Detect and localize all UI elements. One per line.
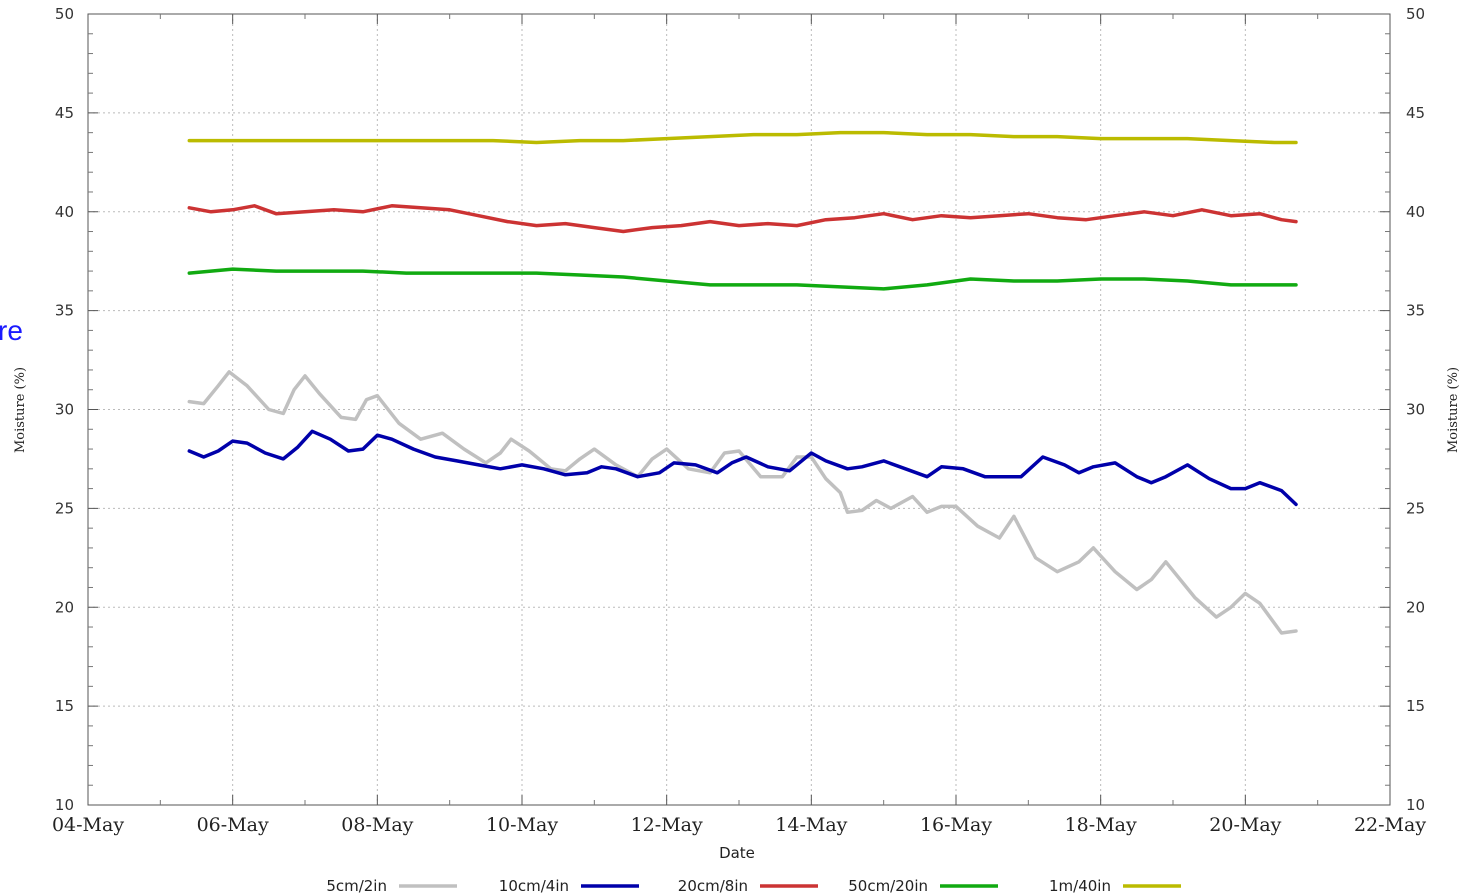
- y-tick-label-left: 30: [55, 401, 74, 419]
- y-tick-label-right: 15: [1406, 697, 1425, 715]
- y-tick-label-right: 30: [1406, 401, 1425, 419]
- series-group: [187, 130, 1298, 635]
- y-tick-label-left: 40: [55, 203, 74, 221]
- legend-label: 10cm/4in: [499, 877, 569, 895]
- y-tick-label-right: 45: [1406, 104, 1425, 122]
- y-tick-label-right: 10: [1406, 796, 1425, 814]
- x-tick-label: 10-May: [486, 814, 558, 836]
- y-tick-label-left: 45: [55, 104, 74, 122]
- y-axis-title-right: Moisture (%): [1446, 367, 1461, 453]
- x-tick-label: 16-May: [920, 814, 992, 836]
- x-tick-label: 12-May: [631, 814, 703, 836]
- y-tick-label-left: 35: [55, 302, 74, 320]
- y-tick-label-left: 10: [55, 796, 74, 814]
- legend: 5cm/2in 10cm/4in 20cm/8in 50cm/20in 1m/40in: [326, 877, 1181, 895]
- series-line-20cm-8in: [187, 204, 1298, 234]
- grid: [88, 14, 1390, 805]
- axis-ticks: 10 10 15 15 20 20 25 25 30 30 35 35 40 40 45 45 50 50 04-M…: [52, 5, 1426, 836]
- x-axis-title: Date: [719, 844, 755, 862]
- y-tick-label-right: 20: [1406, 598, 1425, 616]
- series-line-1m-40in: [187, 130, 1298, 145]
- legend-label: 50cm/20in: [848, 877, 928, 895]
- x-tick-label: 18-May: [1065, 814, 1137, 836]
- side-text-fragment: re: [0, 315, 23, 346]
- legend-label: 1m/40in: [1049, 877, 1111, 895]
- x-tick-label: 14-May: [775, 814, 847, 836]
- x-tick-label: 06-May: [197, 814, 269, 836]
- series-line-5cm-2in: [187, 370, 1298, 635]
- legend-label: 5cm/2in: [326, 877, 387, 895]
- x-tick-label: 08-May: [341, 814, 413, 836]
- series-line-50cm-20in: [187, 267, 1298, 291]
- y-tick-label-right: 40: [1406, 203, 1425, 221]
- y-tick-label-left: 15: [55, 697, 74, 715]
- y-tick-label-left: 20: [55, 598, 74, 616]
- y-tick-label-right: 50: [1406, 5, 1425, 23]
- x-tick-label: 04-May: [52, 814, 124, 836]
- x-tick-label: 20-May: [1209, 814, 1281, 836]
- y-axis-title-left: Moisture (%): [13, 367, 28, 453]
- x-tick-label: 22-May: [1354, 814, 1426, 836]
- legend-label: 20cm/8in: [678, 877, 748, 895]
- series-line-10cm-4in: [187, 429, 1298, 507]
- y-tick-label-left: 25: [55, 499, 74, 517]
- y-tick-label-right: 25: [1406, 499, 1425, 517]
- y-tick-label-left: 50: [55, 5, 74, 23]
- y-tick-label-right: 35: [1406, 302, 1425, 320]
